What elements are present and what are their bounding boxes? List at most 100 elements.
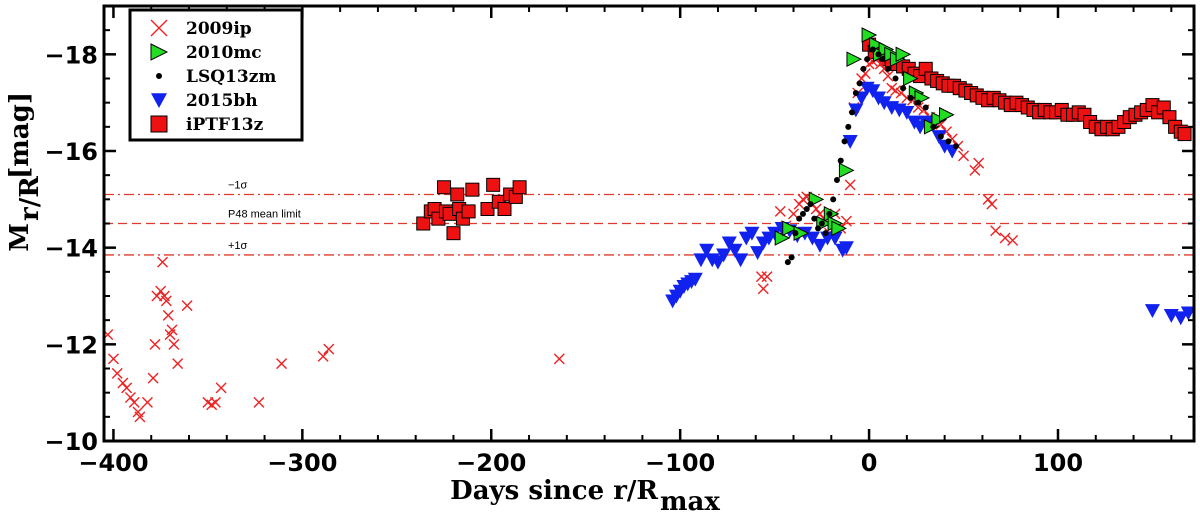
- data-point-LSQ13zm: [811, 215, 818, 222]
- data-point-2015bh: [876, 96, 892, 111]
- data-point-2009ip: [958, 150, 970, 162]
- legend: 2009ip 2010mc LSQ13zm 2015bh iPTF13z: [128, 8, 304, 142]
- data-point-2009ip: [121, 382, 133, 394]
- data-point-2015bh: [699, 243, 715, 258]
- y-axis-title-unit: [mag]: [5, 92, 35, 179]
- data-point-2015bh: [721, 236, 737, 251]
- data-point-2009ip: [209, 396, 221, 408]
- legend-marker-LSQ13zm: [156, 73, 162, 79]
- data-point-LSQ13zm: [930, 123, 937, 130]
- data-point-2010mc: [939, 106, 955, 123]
- data-point-LSQ13zm: [869, 46, 876, 53]
- data-point-2009ip: [553, 353, 565, 365]
- data-point-2015bh: [827, 231, 843, 246]
- data-point-LSQ13zm: [915, 99, 922, 106]
- data-point-2009ip: [157, 256, 169, 268]
- data-point-2015bh: [687, 272, 703, 287]
- data-point-LSQ13zm: [860, 65, 867, 72]
- data-point-2015bh: [848, 103, 864, 118]
- data-point-iPTF13z: [1177, 127, 1192, 142]
- data-point-2009ip: [999, 232, 1011, 244]
- data-point-LSQ13zm: [830, 196, 837, 203]
- data-point-iPTF13z: [465, 182, 480, 197]
- y-tick-label: −14: [44, 235, 98, 263]
- data-point-2009ip: [878, 63, 890, 75]
- data-point-LSQ13zm: [907, 94, 914, 101]
- data-point-2009ip: [124, 392, 136, 403]
- data-point-2009ip: [134, 411, 146, 423]
- axes: −400 −300 −200 −100 0 100 −10 −12 −14 −16 −18: [44, 4, 1196, 477]
- y-axis-title-subscript: r/R: [15, 176, 45, 221]
- data-point-LSQ13zm: [884, 65, 891, 72]
- data-point-LSQ13zm: [849, 109, 856, 116]
- data-point-2009ip: [969, 164, 981, 176]
- data-point-LSQ13zm: [837, 157, 844, 164]
- data-point-LSQ13zm: [845, 123, 852, 130]
- data-point-2015bh: [1144, 304, 1160, 318]
- data-point-2010mc: [846, 51, 863, 67]
- data-point-LSQ13zm: [803, 206, 810, 212]
- data-point-2015bh: [710, 255, 726, 270]
- data-point-2009ip: [128, 396, 140, 408]
- data-point-LSQ13zm: [841, 138, 848, 145]
- y-tick-label: −10: [44, 428, 98, 456]
- x-tick-label: 0: [861, 449, 878, 477]
- data-point-2015bh: [804, 231, 820, 246]
- reference-line-labels: −1σ P48 mean limit +1σ: [228, 180, 301, 252]
- data-point-2015bh: [838, 241, 854, 256]
- data-point-2015bh: [865, 84, 881, 99]
- data-point-2009ip: [982, 193, 994, 205]
- x-tick-label: −300: [267, 449, 337, 477]
- data-point-2009ip: [147, 372, 159, 384]
- legend-marker-iPTF13z: [150, 115, 168, 133]
- data-point-2009ip: [172, 358, 184, 370]
- data-point-LSQ13zm: [952, 143, 959, 150]
- data-point-LSQ13zm: [788, 254, 795, 261]
- data-point-2009ip: [755, 271, 767, 283]
- data-point-LSQ13zm: [807, 201, 814, 208]
- data-point-LSQ13zm: [796, 215, 803, 222]
- legend-marker-2010mc: [150, 43, 169, 61]
- data-point-2010mc: [782, 220, 798, 237]
- data-point-LSQ13zm: [818, 220, 825, 227]
- y-axis-title: M r/R [mag]: [5, 92, 45, 252]
- reference-line-label: −1σ: [228, 180, 248, 192]
- data-point-2009ip: [317, 350, 329, 362]
- data-point-2010mc: [774, 230, 791, 246]
- data-point-LSQ13zm: [826, 210, 833, 217]
- data-point-iPTF13z: [486, 177, 501, 192]
- data-point-2009ip: [990, 225, 1002, 237]
- data-point-2009ip: [162, 309, 174, 321]
- reference-line-label: P48 mean limit: [228, 209, 301, 221]
- data-point-2009ip: [117, 377, 129, 389]
- series-2009ip: [104, 53, 1019, 423]
- data-point-2009ip: [973, 157, 985, 169]
- data-point-2009ip: [840, 215, 852, 227]
- data-point-2009ip: [107, 353, 119, 365]
- data-point-2009ip: [761, 271, 773, 283]
- data-point-LSQ13zm: [833, 177, 840, 183]
- data-point-2015bh: [716, 248, 732, 263]
- data-point-LSQ13zm: [856, 80, 863, 87]
- data-point-LSQ13zm: [937, 133, 944, 140]
- data-point-LSQ13zm: [900, 85, 907, 92]
- data-point-LSQ13zm: [852, 90, 859, 96]
- y-axis-title-main: M: [5, 223, 35, 252]
- data-point-2009ip: [890, 85, 902, 97]
- data-point-LSQ13zm: [945, 138, 952, 145]
- data-point-2009ip: [160, 295, 172, 307]
- data-point-2015bh: [1180, 306, 1194, 321]
- data-point-iPTF13z: [461, 204, 476, 219]
- data-point-2009ip: [276, 358, 288, 370]
- data-point-2009ip: [168, 338, 180, 350]
- data-point-LSQ13zm: [922, 104, 929, 111]
- legend-entry-2009ip: 2009ip: [150, 19, 252, 39]
- data-point-2010mc: [831, 220, 847, 237]
- x-tick-label: −100: [645, 449, 715, 477]
- data-point-2010mc: [903, 70, 919, 87]
- data-point-iPTF13z: [416, 216, 431, 231]
- data-point-2015bh: [842, 134, 858, 149]
- data-point-LSQ13zm: [784, 259, 791, 266]
- y-tick-label: −16: [44, 138, 98, 166]
